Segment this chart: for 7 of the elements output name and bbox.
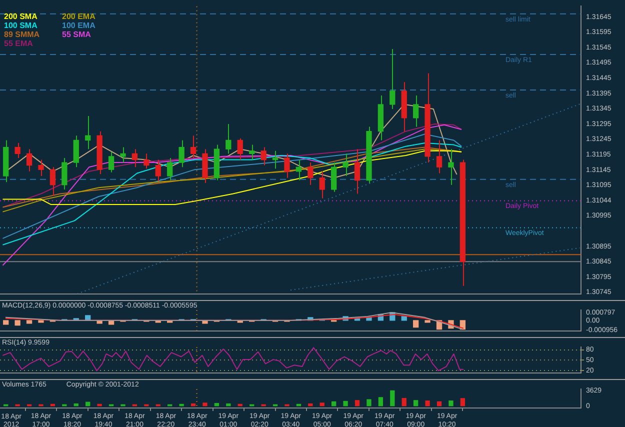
text: 200 EMA (62, 12, 96, 21)
text: 89 SMMA (4, 30, 41, 39)
text: 100 EMA (62, 21, 96, 30)
text: 100 SMA (4, 21, 38, 30)
text: 200 SMA (4, 12, 38, 21)
text: 55 EMA (4, 39, 34, 48)
text: 55 SMA (62, 30, 92, 39)
